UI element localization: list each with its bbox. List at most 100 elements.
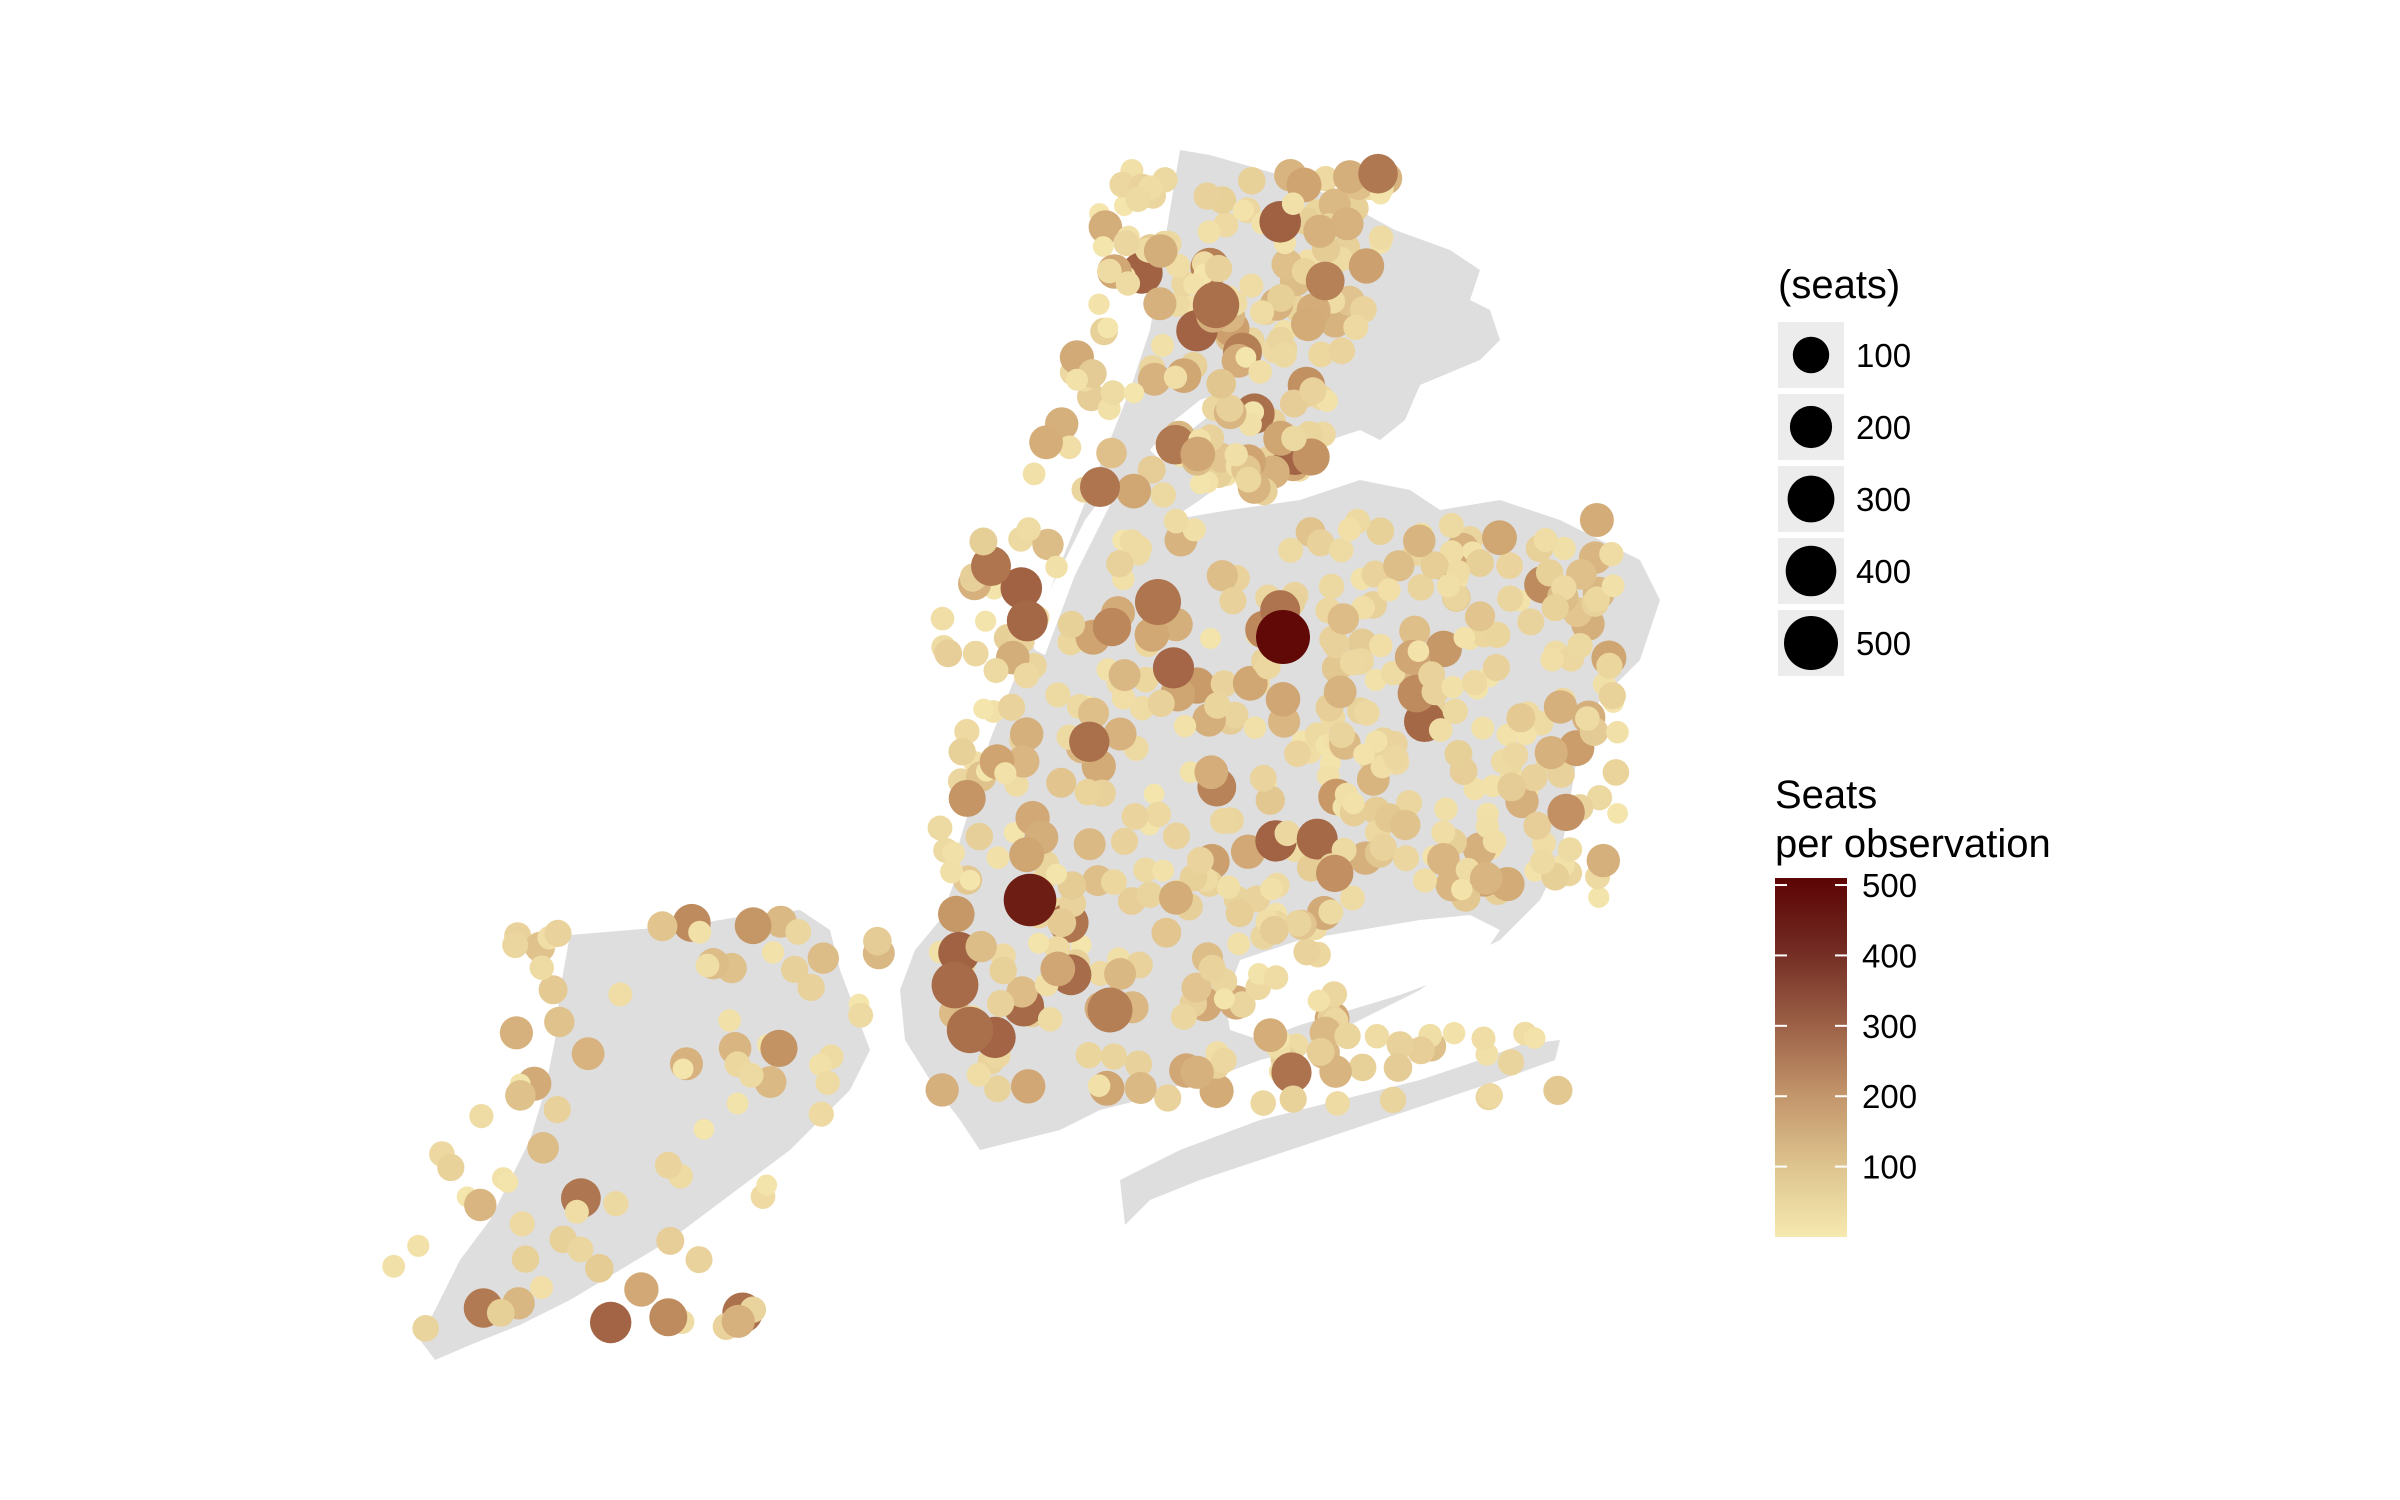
seat-point: [1293, 938, 1321, 966]
seat-point: [1087, 1074, 1111, 1097]
seat-point: [1407, 574, 1435, 601]
seat-point: [1006, 600, 1048, 642]
seat-point: [1069, 721, 1110, 762]
seat-point: [1006, 976, 1038, 1008]
seat-point: [1213, 988, 1235, 1010]
color-legend-title: Seats: [1775, 773, 1877, 817]
seat-point: [1354, 700, 1380, 726]
seat-point: [948, 779, 986, 817]
seat-point: [1066, 368, 1088, 391]
seat-point: [1143, 287, 1177, 321]
seat-point: [942, 841, 965, 865]
seat-point: [1599, 541, 1624, 567]
seat-point: [1368, 225, 1394, 251]
seat-point: [807, 942, 839, 974]
seat-point: [544, 919, 572, 948]
seat-point: [1420, 551, 1449, 580]
seat-point: [1216, 394, 1244, 422]
seat-point: [1523, 811, 1552, 840]
seat-point: [1502, 742, 1529, 768]
seat-point: [585, 1254, 614, 1283]
seat-point: [1316, 854, 1354, 893]
seat-point: [688, 920, 712, 944]
seat-point: [1097, 317, 1119, 339]
seat-point: [1482, 654, 1510, 682]
seat-point: [1328, 721, 1356, 749]
seat-point: [1250, 1090, 1276, 1116]
seat-point: [1471, 1026, 1496, 1051]
seat-point: [1267, 284, 1295, 312]
seat-point: [1386, 1031, 1415, 1059]
jamaica-bay-water: [1225, 915, 1500, 1040]
seat-point: [1477, 1083, 1503, 1109]
seat-point: [781, 955, 809, 984]
seat-point: [1534, 736, 1568, 770]
seat-point: [1543, 690, 1578, 724]
seat-point: [1296, 818, 1338, 860]
color-legend-tick-label: 300: [1862, 1008, 1917, 1045]
seat-point: [1567, 633, 1593, 659]
seat-point: [1123, 382, 1145, 404]
size-legend-label: 100: [1856, 337, 1911, 374]
seat-point: [1340, 885, 1365, 911]
seat-point: [1441, 675, 1464, 699]
seat-point: [738, 1062, 764, 1088]
seat-point: [1517, 608, 1545, 636]
seat-point: [1339, 650, 1366, 676]
seat-point: [1040, 951, 1076, 987]
seat-point: [1009, 837, 1045, 873]
seat-point: [1003, 873, 1057, 927]
seat-point: [1327, 603, 1360, 635]
size-legend-dot: [1784, 616, 1838, 670]
seat-point: [1601, 574, 1625, 598]
seat-point: [1308, 341, 1334, 368]
seat-point: [938, 895, 975, 933]
seat-point: [1046, 863, 1067, 885]
seat-point: [1337, 517, 1361, 542]
seat-point: [1092, 607, 1132, 647]
seat-point: [1193, 182, 1221, 210]
seat-point: [1136, 881, 1164, 908]
seat-point: [1482, 520, 1517, 556]
seat-point: [1413, 868, 1437, 893]
seat-point: [1197, 220, 1221, 244]
seat-point: [1194, 755, 1229, 790]
seat-point: [998, 693, 1026, 721]
seat-point: [486, 1299, 515, 1327]
seat-point: [809, 1053, 832, 1077]
seat-point: [1170, 1003, 1197, 1030]
seat-point: [1037, 1007, 1063, 1032]
seat-point: [1348, 248, 1385, 284]
size-legend-label: 200: [1856, 409, 1911, 446]
seat-point: [590, 1301, 632, 1344]
seat-point: [931, 961, 979, 1009]
seat-point: [1046, 767, 1077, 798]
seat-point: [1271, 342, 1297, 368]
seat-point: [1540, 647, 1564, 672]
seat-point: [1260, 877, 1283, 901]
seat-point: [1575, 706, 1600, 731]
seat-point: [1047, 908, 1077, 938]
seat-point: [1210, 670, 1238, 698]
seat-point: [529, 1275, 554, 1300]
seat-point: [1256, 610, 1310, 664]
seat-point: [1243, 716, 1267, 739]
seat-point: [927, 815, 953, 841]
seat-point: [1466, 549, 1494, 577]
seat-point: [1284, 740, 1311, 767]
seat-point: [1150, 482, 1177, 508]
seat-point: [1306, 1037, 1335, 1066]
seat-point: [608, 982, 633, 1007]
seat-point: [656, 1226, 685, 1255]
seat-point: [654, 1151, 682, 1179]
seat-point: [1096, 437, 1127, 469]
seat-point: [1115, 271, 1141, 296]
seat-point: [1104, 958, 1137, 990]
seat-point: [1137, 362, 1171, 396]
seat-point: [647, 911, 678, 942]
seat-point: [1530, 849, 1555, 875]
seat-point: [1469, 862, 1503, 895]
seat-point: [1119, 529, 1145, 554]
